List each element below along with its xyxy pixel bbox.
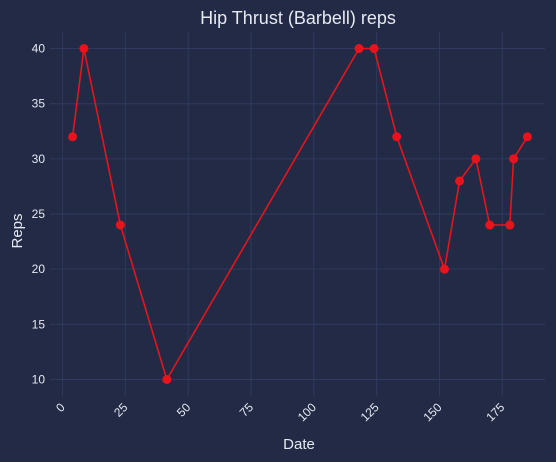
chart-title: Hip Thrust (Barbell) reps xyxy=(200,8,396,28)
data-point xyxy=(392,132,402,142)
data-point xyxy=(68,132,78,142)
data-point xyxy=(439,264,449,274)
data-point xyxy=(162,374,172,384)
data-point xyxy=(522,132,532,142)
x-tick-label: 150 xyxy=(421,400,445,424)
data-point xyxy=(115,220,125,230)
x-axis-ticks: 0 25 50 75 100 125 150 175 xyxy=(53,400,508,424)
y-tick-label: 10 xyxy=(32,372,46,386)
x-tick-label: 175 xyxy=(483,400,507,424)
y-tick-label: 30 xyxy=(32,152,46,166)
data-point xyxy=(505,220,515,230)
grid-lines xyxy=(50,32,545,396)
x-tick-label: 100 xyxy=(295,400,319,424)
x-tick-label: 125 xyxy=(358,400,382,424)
x-tick-label: 50 xyxy=(174,400,194,420)
x-tick-label: 0 xyxy=(53,400,68,415)
x-tick-label: 25 xyxy=(111,400,131,420)
data-point xyxy=(485,220,495,230)
x-axis-label: Date xyxy=(283,436,315,453)
data-point xyxy=(79,44,89,54)
data-point xyxy=(471,154,481,164)
y-axis-label: Reps xyxy=(9,213,26,248)
y-tick-label: 35 xyxy=(32,97,46,111)
y-tick-label: 25 xyxy=(32,207,46,221)
data-point xyxy=(509,154,519,164)
data-point xyxy=(455,176,465,186)
data-point xyxy=(369,44,379,54)
y-tick-label: 40 xyxy=(32,42,46,56)
y-tick-label: 20 xyxy=(32,262,46,276)
y-axis-ticks: 10 15 20 25 30 35 40 xyxy=(32,42,46,387)
series-layer xyxy=(68,44,532,384)
y-tick-label: 15 xyxy=(32,317,46,331)
data-point xyxy=(354,44,364,54)
x-tick-label: 75 xyxy=(237,400,257,420)
